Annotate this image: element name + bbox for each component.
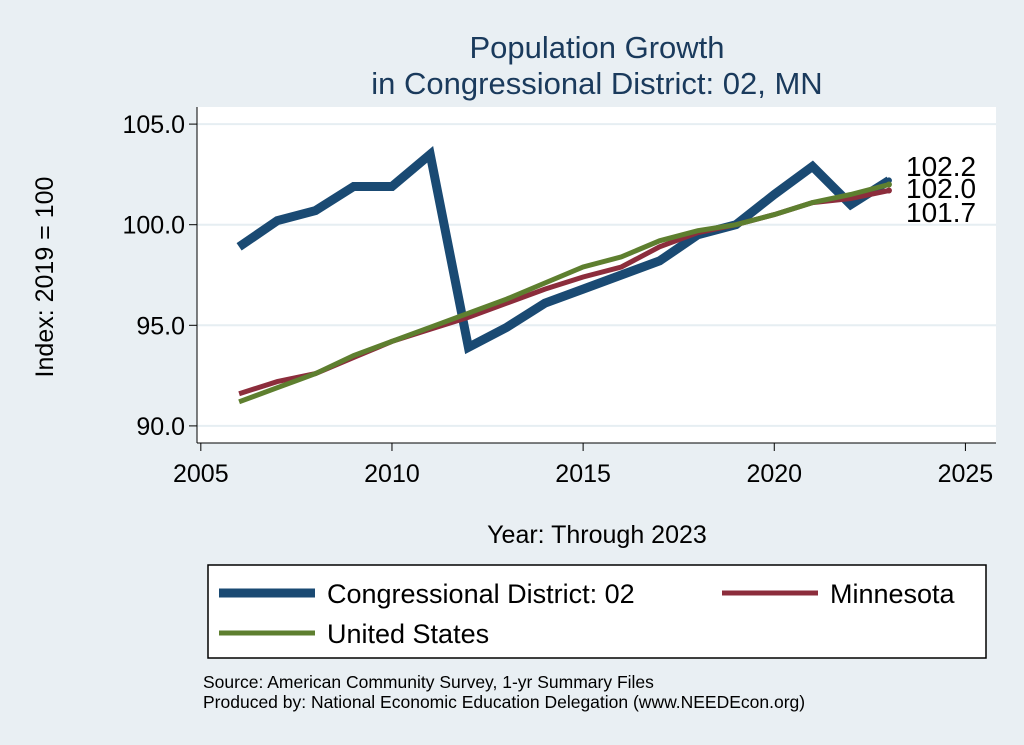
end-label-minnesota: 101.7 [906,197,976,228]
end-labels: 102.2 102.0 101.7 [906,151,976,228]
x-tick-label: 2025 [938,460,994,488]
source-note: Source: American Community Survey, 1-yr … [203,672,654,692]
x-tick-label: 2005 [173,460,229,488]
series-lines [236,145,892,405]
end-point-minnesota [885,187,892,194]
y-tick-label: 105.0 [122,111,185,139]
y-tick-label: 90.0 [136,413,185,441]
legend: Congressional District: 02 Minnesota Uni… [207,564,987,659]
legend-label-united-states: United States [327,619,489,649]
x-axis-label: Year: Through 2023 [487,521,707,549]
axes [196,107,996,444]
legend-label-district: Congressional District: 02 [327,579,635,609]
gridlines [197,123,996,427]
series-line-district [236,145,892,355]
y-tick-label: 95.0 [136,312,185,340]
end-point-united-states [885,181,892,188]
end-label-united-states: 102.0 [906,173,976,204]
series-line-united-states [238,182,890,405]
x-tick-label: 2010 [364,460,420,488]
chart-title-line-2: in Congressional District: 02, MN [371,66,822,101]
y-tick-label: 100.0 [122,212,185,240]
ticks: 90.0 95.0 100.0 105.0 2005 2010 2015 2020 2025 [122,111,993,488]
producer-note: Produced by: National Economic Education… [203,692,805,712]
y-axis-label: Index: 2019 = 100 [31,177,59,378]
x-tick-label: 2020 [746,460,802,488]
legend-label-minnesota: Minnesota [830,579,956,609]
legend-box [207,564,987,659]
chart-title-line-1: Population Growth [469,30,724,65]
x-tick-label: 2015 [555,460,611,488]
end-label-district: 102.2 [906,151,976,182]
